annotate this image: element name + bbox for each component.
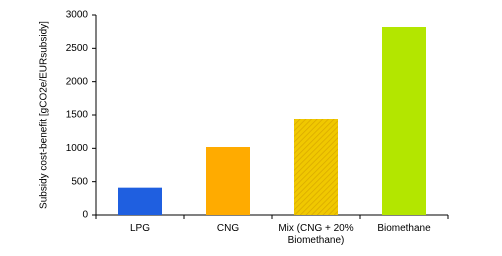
y-tick-label: 500 — [71, 176, 88, 187]
y-tick-label: 2000 — [66, 76, 89, 87]
y-tick-label: 3000 — [66, 10, 89, 21]
x-tick-label-box: Biomethane — [377, 223, 431, 234]
bar — [294, 119, 338, 215]
y-tick-label: 0 — [82, 210, 88, 221]
y-tick-label: 2500 — [66, 43, 89, 54]
x-tick-label: CNG — [216, 223, 240, 234]
x-tick-label-box: Mix (CNG + 20% Biomethane) — [278, 223, 354, 246]
y-tick-label: 1000 — [66, 143, 89, 154]
bar — [206, 147, 250, 215]
bar — [382, 27, 426, 215]
x-tick-label: LPG — [129, 223, 150, 234]
x-tick-label-box: CNG — [216, 223, 240, 234]
bar — [118, 187, 162, 215]
x-tick-label: Mix (CNG + 20% Biomethane) — [278, 223, 354, 246]
x-tick-label-box: LPG — [129, 223, 150, 234]
x-tick-label: Biomethane — [377, 223, 431, 234]
y-tick-label: 1500 — [66, 110, 89, 121]
y-axis-label: Subsidy cost-benefit [gCO2e/EURsubsidy] — [39, 21, 50, 209]
